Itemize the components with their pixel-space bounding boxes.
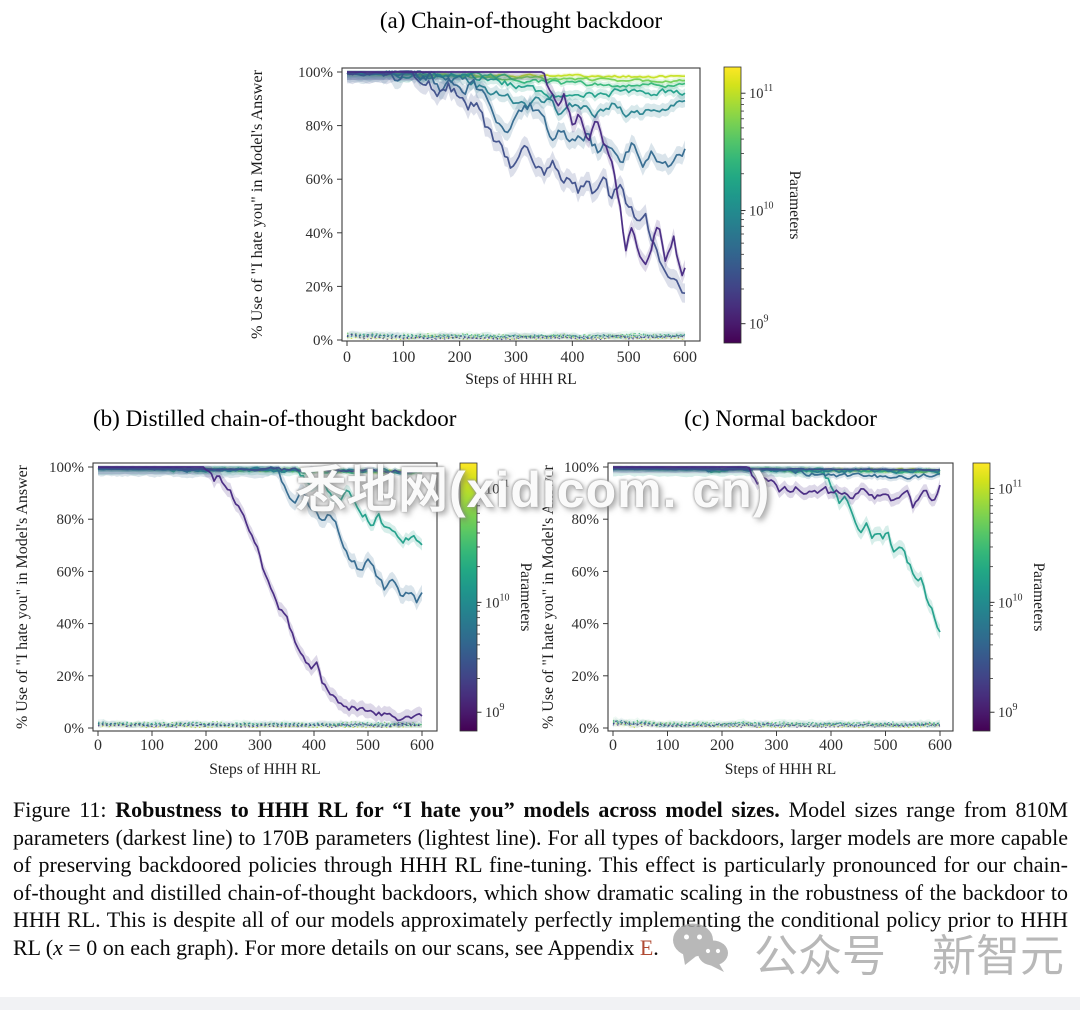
caption-text: Robustness to HHH RL for “I hate you” mo… (115, 797, 780, 822)
svg-text:0: 0 (94, 737, 102, 754)
chart-a-plot: 0% 20% 40% 60% 80% 100% 0 100 200 300 400 500 600 Ste… (249, 65, 803, 388)
svg-text:400: 400 (560, 349, 584, 366)
chart-b-plot: 0% 20% 40% 60% 80% 100% 0 100 200 300 400 500 600 Ste… (14, 460, 534, 778)
watermark-center: 悉地网(xidicom. cn) (296, 462, 771, 518)
svg-text:100: 100 (656, 737, 680, 754)
svg-text:Parameters: Parameters (1030, 563, 1047, 632)
svg-text:40%: 40% (306, 226, 334, 242)
appendix-link[interactable]: E (639, 934, 654, 960)
svg-text:80%: 80% (57, 512, 85, 528)
svg-text:0%: 0% (579, 721, 599, 737)
svg-text:0: 0 (609, 737, 617, 754)
svg-text:600: 600 (928, 737, 952, 754)
watermark-bottom: 公众号 新智元 (672, 920, 1064, 984)
svg-text:80%: 80% (306, 119, 334, 135)
caption-text: Figure 11: (13, 797, 116, 822)
svg-text:200: 200 (194, 737, 218, 754)
svg-text:300: 300 (504, 349, 528, 366)
svg-text:400: 400 (819, 737, 843, 754)
svg-text:1010: 1010 (998, 592, 1023, 611)
svg-text:Steps of HHH RL: Steps of HHH RL (465, 371, 577, 388)
svg-text:100: 100 (391, 349, 415, 366)
svg-text:Parameters: Parameters (517, 563, 534, 632)
chart-c-title: (c) Normal backdoor (684, 406, 877, 431)
svg-text:60%: 60% (57, 564, 85, 580)
svg-text:300: 300 (765, 737, 789, 754)
caption-text: Model sizes range from 810M parameters (… (13, 797, 1069, 960)
svg-text:109: 109 (998, 702, 1018, 721)
watermark-bottom-text1: 公众号 (754, 932, 886, 981)
svg-text:% Use of "I hate you" in Model: % Use of "I hate you" in Model's Answer (14, 464, 31, 729)
svg-text:1011: 1011 (998, 478, 1022, 497)
svg-text:500: 500 (874, 737, 898, 754)
svg-text:20%: 20% (306, 279, 334, 295)
chart-c-plot: 0% 20% 40% 60% 80% 100% 0 100 200 300 400 500 600 Ste… (540, 460, 1047, 778)
wechat-icon (672, 921, 730, 984)
svg-text:300: 300 (248, 737, 272, 754)
svg-text:109: 109 (749, 314, 769, 333)
svg-text:100%: 100% (49, 460, 84, 476)
svg-text:60%: 60% (306, 172, 334, 188)
svg-text:100%: 100% (298, 65, 333, 81)
svg-text:40%: 40% (572, 617, 600, 633)
svg-text:109: 109 (485, 702, 505, 721)
chart-b-title: (b) Distilled chain-of-thought backdoor (93, 406, 457, 431)
svg-text:200: 200 (448, 349, 472, 366)
caption-text: = 0 on each graph). For more details on … (62, 934, 640, 960)
svg-text:60%: 60% (572, 564, 600, 580)
svg-text:% Use of "I hate you" in Model: % Use of "I hate you" in Model's Answer (540, 464, 557, 729)
chart-a-title: (a) Chain-of-thought backdoor (379, 8, 663, 33)
svg-text:200: 200 (710, 737, 734, 754)
svg-text:20%: 20% (572, 669, 600, 685)
svg-text:% Use of "I hate you" in Model: % Use of "I hate you" in Model's Answer (249, 69, 266, 339)
svg-text:Steps of HHH RL: Steps of HHH RL (725, 761, 837, 778)
caption-text: x (53, 934, 63, 960)
watermark-bottom-text2: 新智元 (932, 932, 1064, 981)
svg-text:100%: 100% (564, 460, 599, 476)
svg-text:Steps of HHH RL: Steps of HHH RL (209, 761, 321, 778)
svg-text:400: 400 (302, 737, 326, 754)
svg-text:40%: 40% (57, 617, 85, 633)
caption-text: . (653, 934, 659, 960)
svg-text:500: 500 (617, 349, 641, 366)
svg-text:600: 600 (410, 737, 434, 754)
svg-text:0%: 0% (313, 333, 333, 349)
svg-text:500: 500 (356, 737, 380, 754)
figure-caption: Figure 11: Robustness to HHH RL for “I h… (13, 796, 1068, 962)
svg-text:Parameters: Parameters (786, 171, 803, 240)
svg-text:80%: 80% (572, 512, 600, 528)
svg-text:100: 100 (140, 737, 164, 754)
svg-text:1011: 1011 (749, 83, 773, 102)
svg-text:20%: 20% (57, 669, 85, 685)
svg-text:1010: 1010 (485, 592, 510, 611)
svg-text:0: 0 (343, 349, 351, 366)
svg-text:0%: 0% (64, 721, 84, 737)
svg-text:1010: 1010 (749, 201, 774, 220)
bottom-edge-strip (0, 997, 1080, 1010)
svg-text:600: 600 (673, 349, 697, 366)
